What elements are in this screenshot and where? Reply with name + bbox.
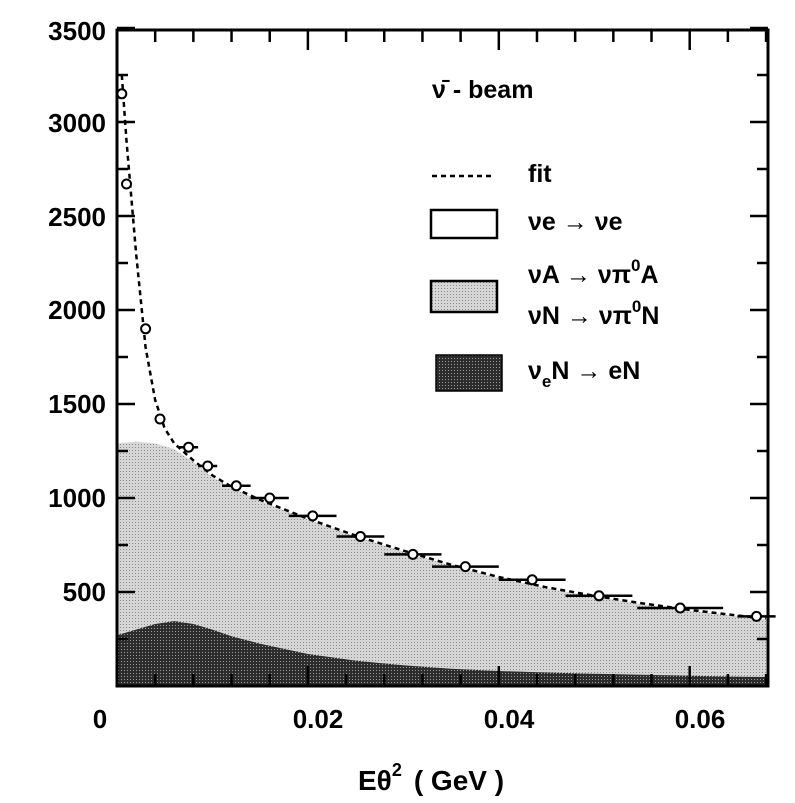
data-point (307, 510, 319, 522)
data-point (202, 460, 214, 472)
data-point (751, 610, 762, 622)
data-point (230, 480, 242, 492)
y-tick-label: 1000 (48, 483, 106, 513)
data-point (407, 548, 419, 560)
x-axis-title-unit: ( GeV ) (414, 765, 504, 796)
data-point (354, 531, 366, 542)
y-tick-label: 1500 (48, 389, 106, 419)
data-point (140, 323, 152, 335)
y-tick-label: 3000 (48, 108, 106, 138)
legend-nue-label: νe → νe (528, 208, 623, 236)
x-tick-label: 0.06 (675, 704, 726, 734)
legend-pi0-swatch (429, 279, 499, 314)
data-point (121, 178, 132, 190)
legend-pi0-line1: νA → νπ0A (528, 256, 659, 289)
data-point (264, 492, 276, 504)
data-points (116, 88, 776, 622)
data-point (526, 574, 538, 586)
x-tick-label: 0 (93, 704, 107, 734)
y-tick-label: 500 (63, 577, 106, 607)
data-point (116, 88, 128, 100)
data-point (154, 413, 166, 425)
y-tick-label: 2500 (48, 202, 106, 232)
data-point (459, 561, 471, 573)
data-point (674, 602, 686, 614)
fit-curve (120, 74, 767, 620)
legend-pi0-line2: νN → νπ0N (528, 297, 659, 330)
nue-charged-current-area (117, 621, 767, 686)
data-point (593, 590, 605, 602)
legend-ccqe-label: νeN → eN (528, 357, 640, 391)
x-tick-labels: 0 0.02 0.04 0.06 (93, 704, 726, 734)
data-point (183, 441, 195, 453)
legend-fit-label: fit (528, 160, 552, 188)
legend-nue-swatch (429, 208, 499, 240)
legend-ccqe-swatch (435, 354, 503, 392)
x-axis-title-main: Eθ (358, 765, 392, 796)
x-axis-title-superscript: 2 (392, 760, 402, 780)
y-tick-label: 3500 (48, 16, 106, 46)
axis-ticks (115, 26, 768, 688)
legend: ν̄ - beam fit νe → νe νA → νπ0A νN → νπ0… (429, 76, 659, 392)
legend-beam-label: ν̄ - beam (432, 76, 533, 104)
y-tick-labels: 500 1000 1500 2000 2500 3000 3500 (48, 16, 106, 607)
y-tick-label: 2000 (48, 295, 106, 325)
x-tick-label: 0.04 (484, 704, 535, 734)
x-axis-title: Eθ2 ( GeV ) (358, 760, 504, 796)
pi0-production-area (117, 441, 767, 686)
x-tick-label: 0.02 (293, 704, 344, 734)
